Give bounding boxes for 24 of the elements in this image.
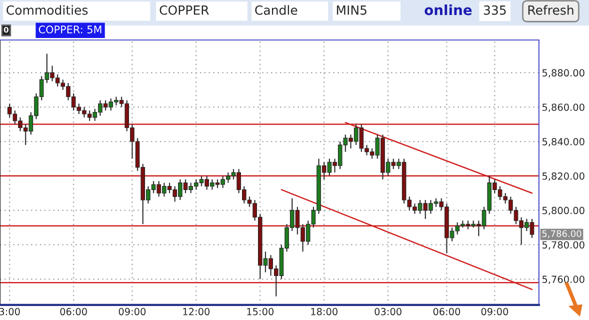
x-tick-label: 12:00 (183, 308, 210, 316)
y-tick-label: 5,760.00 (542, 276, 584, 284)
y-tick-label: 5,820.00 (542, 172, 584, 181)
text: Candle (255, 5, 298, 15)
y-tick-label: 5,880.00 (542, 69, 584, 78)
x-tick-label: 18:00 (311, 308, 338, 316)
y-tick-label: 5,800.00 (542, 206, 584, 216)
x-tick-label: 09:00 (481, 308, 508, 316)
y-tick-label: 5,860.00 (542, 104, 584, 112)
text: online (424, 4, 472, 16)
text: MIN5 (336, 6, 366, 15)
x-tick-label: 15:00 (247, 308, 274, 316)
x-tick-label: 03:00 (374, 308, 402, 316)
y-tick-label: 5,780.00 (542, 241, 584, 250)
x-tick-label: 06:00 (60, 308, 87, 316)
text: COPPER (160, 5, 209, 15)
text: Commodities (6, 5, 88, 15)
text: 335 (484, 5, 506, 15)
x-tick-label: 09:00 (118, 308, 146, 316)
chart-title: COPPER: 5M (38, 26, 102, 34)
text: Refresh (528, 5, 574, 15)
x-tick-label: 06:00 (433, 308, 460, 316)
text: 5,786.00 (542, 230, 582, 238)
y-tick-label: 5,840.00 (542, 138, 584, 146)
